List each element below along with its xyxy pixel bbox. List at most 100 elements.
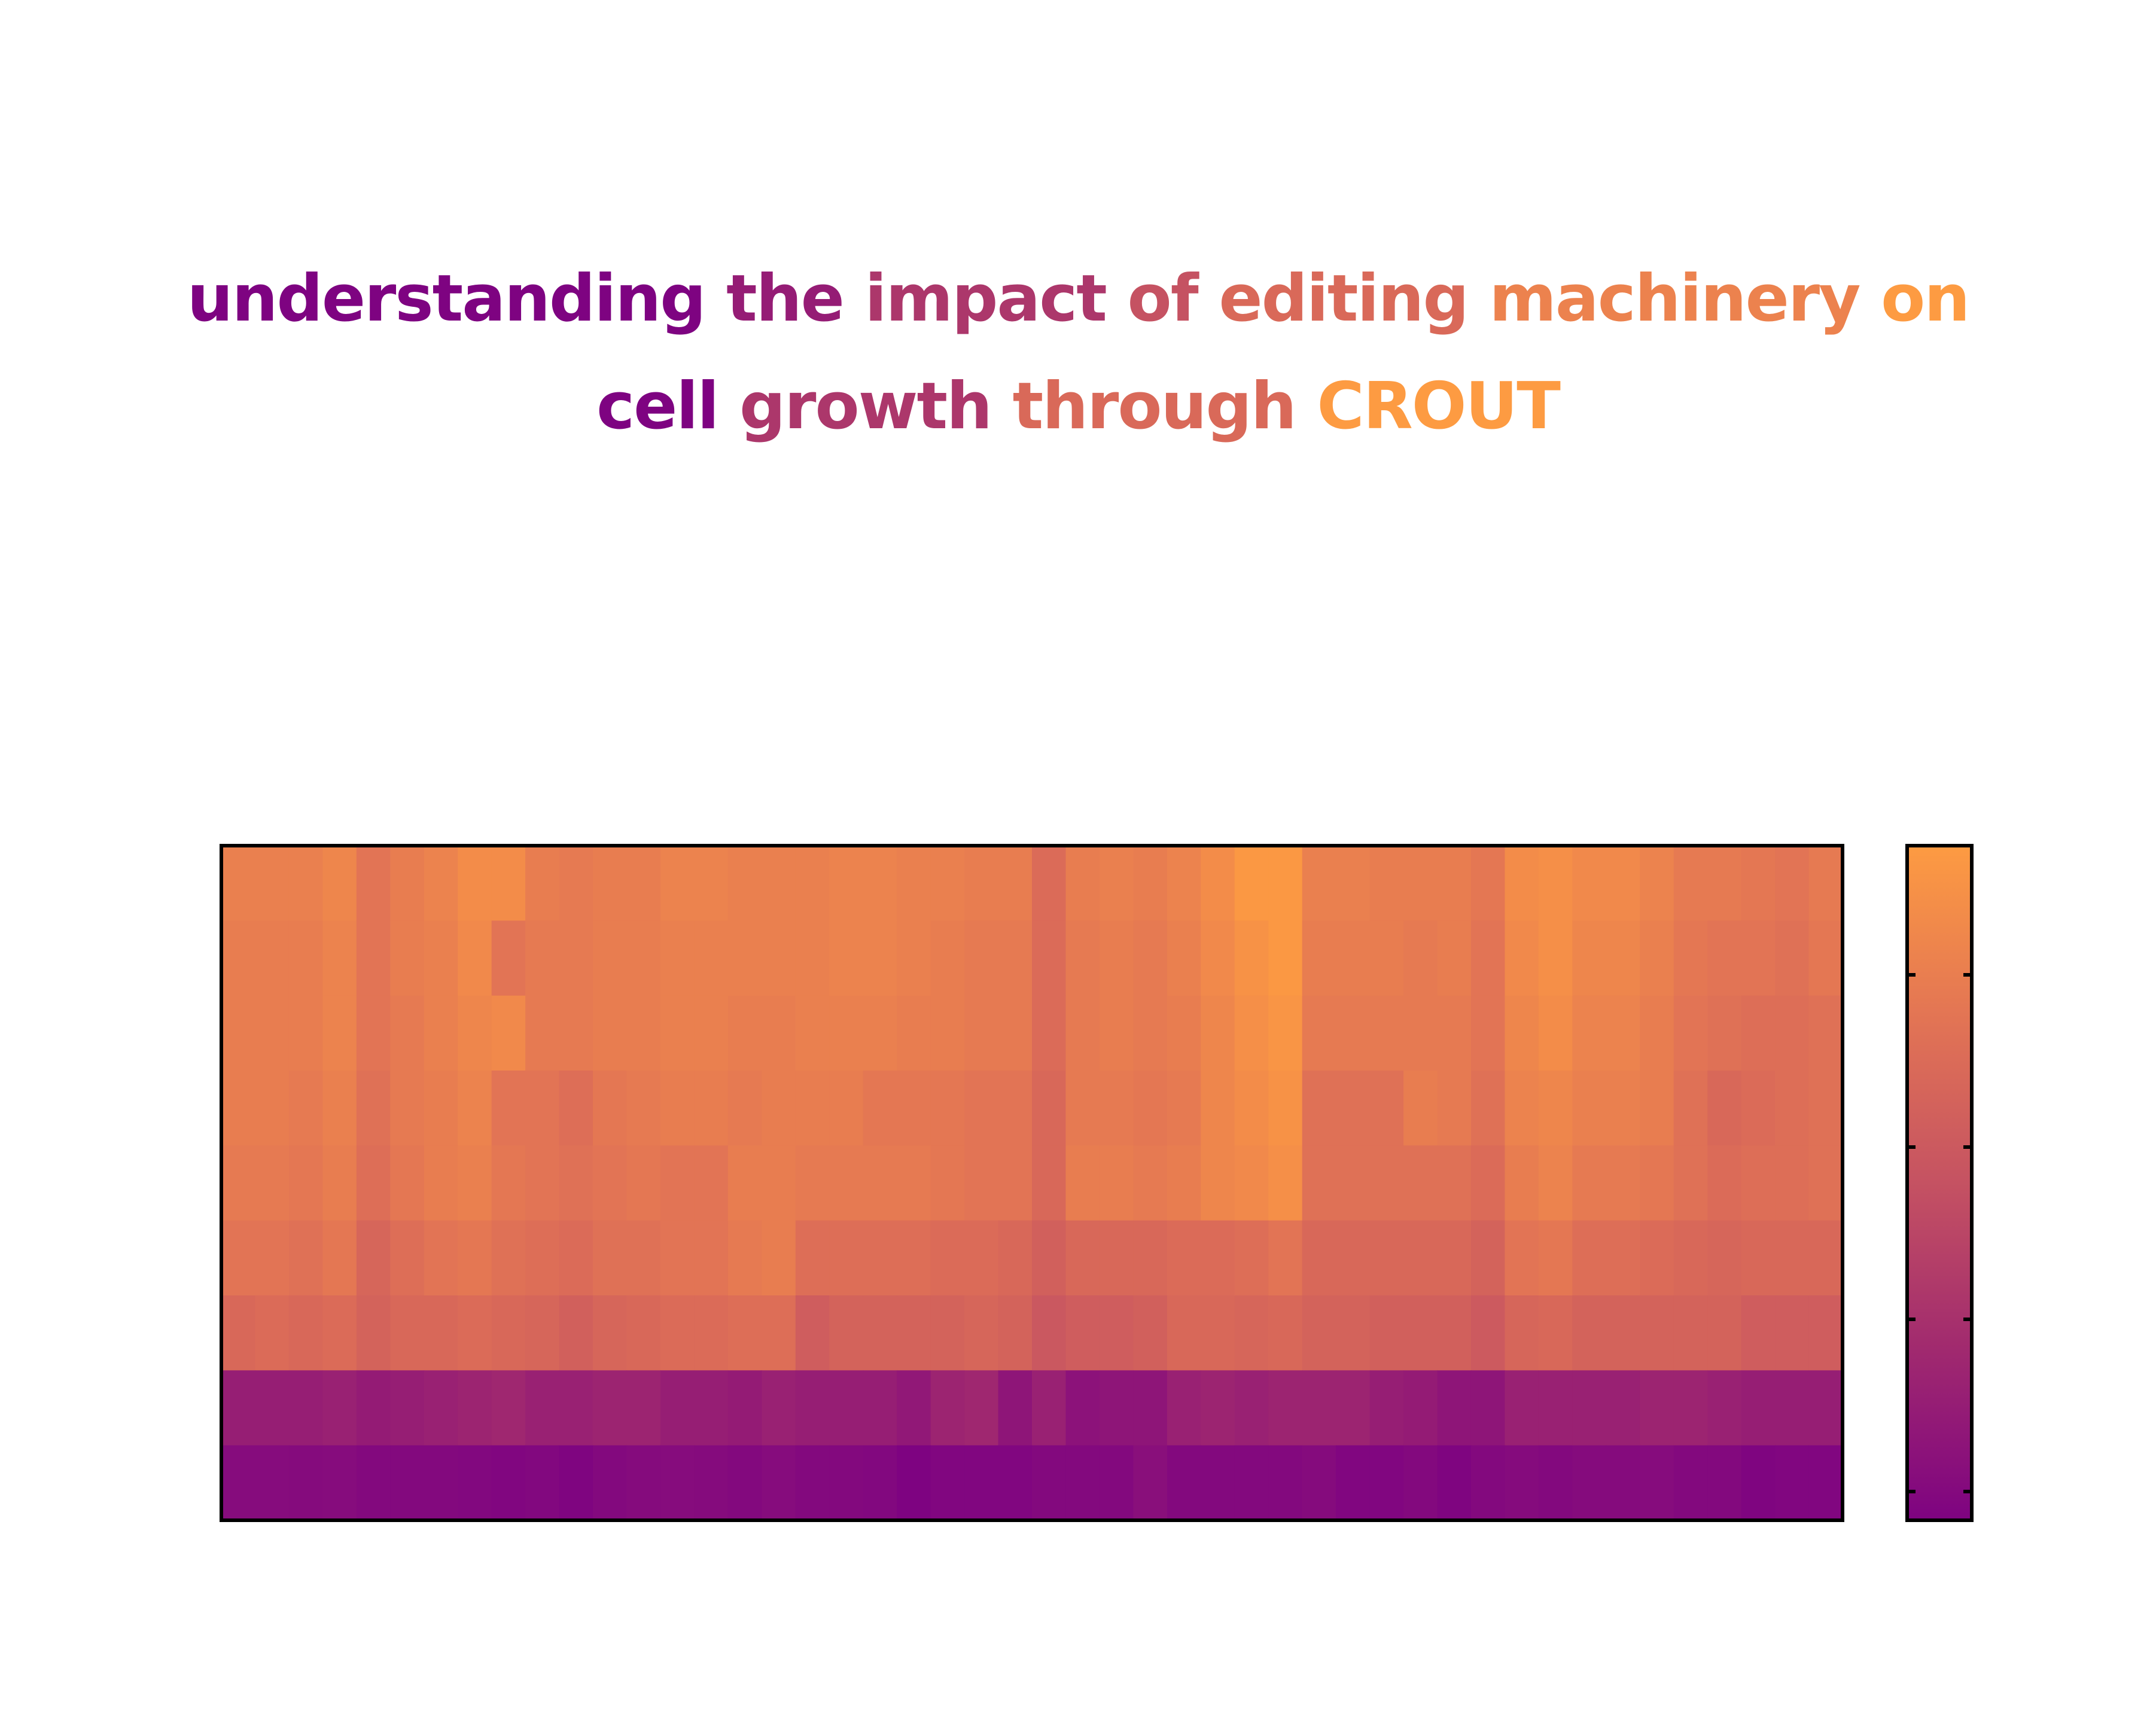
heatmap-cell (491, 995, 526, 1071)
heatmap-cell (1167, 1145, 1201, 1221)
heatmap-cell (829, 995, 864, 1071)
heatmap-cell (762, 995, 796, 1071)
heatmap-cell (1133, 1145, 1168, 1221)
heatmap-cell (1369, 1295, 1404, 1371)
heatmap-cell (1437, 995, 1472, 1071)
heatmap-cell (727, 920, 762, 996)
heatmap-cell (1808, 920, 1843, 996)
heatmap-cell (694, 1295, 729, 1371)
heatmap-cell (390, 1220, 425, 1296)
heatmap-cell (424, 1145, 458, 1221)
heatmap-cell (964, 1295, 999, 1371)
heatmap-cell (1369, 920, 1404, 996)
heatmap-cell (1741, 1295, 1776, 1371)
heatmap-cell (491, 1220, 526, 1296)
heatmap-cell (424, 846, 458, 921)
heatmap-cell (1707, 1445, 1742, 1521)
heatmap-cell (1470, 1145, 1506, 1221)
heatmap-cell (1336, 846, 1371, 921)
heatmap-cell (727, 1071, 762, 1146)
heatmap-cell (626, 846, 661, 921)
heatmap-cell (424, 1445, 458, 1521)
heatmap-cell (491, 1445, 526, 1521)
heatmap-cell (1808, 1370, 1843, 1446)
heatmap-cell (221, 846, 256, 921)
heatmap-cell (356, 1370, 391, 1446)
heatmap-cell (1707, 995, 1742, 1071)
heatmap-cell (255, 846, 290, 921)
title-word: of (1127, 261, 1199, 336)
heatmap-cell (1369, 1071, 1404, 1146)
heatmap-cell (356, 1071, 391, 1146)
heatmap-cell (1032, 920, 1067, 996)
heatmap-cell (863, 1145, 897, 1221)
heatmap-cell (1741, 1370, 1776, 1446)
heatmap-cell (1065, 1445, 1100, 1521)
heatmap-cell (897, 1220, 931, 1296)
heatmap-cell (1640, 1220, 1674, 1296)
heatmap-cell (964, 1071, 999, 1146)
heatmap-cell (930, 1145, 965, 1221)
heatmap-cell (1808, 1071, 1843, 1146)
heatmap-cell (1538, 920, 1573, 996)
title-line-1: understanding the impact of editing mach… (0, 245, 2156, 353)
heatmap-cell (1032, 1445, 1067, 1521)
heatmap-cell (525, 920, 560, 996)
title-word: through (1012, 369, 1297, 444)
heatmap-cell (458, 920, 492, 996)
heatmap-cell (1234, 1370, 1269, 1446)
heatmap-cell (1470, 1071, 1506, 1146)
heatmap-cell (593, 1071, 628, 1146)
heatmap-cell (525, 846, 560, 921)
heatmap-cell (1707, 1370, 1742, 1446)
heatmap-cell (1808, 995, 1843, 1071)
heatmap-cell (593, 1445, 628, 1521)
heatmap-cell (1808, 1145, 1843, 1221)
heatmap-cell (1065, 1145, 1100, 1221)
heatmap-cell (829, 1370, 864, 1446)
heatmap-cell (1369, 995, 1404, 1071)
heatmap-cell (322, 846, 357, 921)
heatmap-cell (762, 1071, 796, 1146)
heatmap-cell (660, 995, 695, 1071)
heatmap-cell (863, 1220, 897, 1296)
heatmap-cell (221, 920, 256, 996)
heatmap-cell (390, 846, 425, 921)
heatmap-cell (727, 1295, 762, 1371)
heatmap-cell (1673, 1295, 1708, 1371)
heatmap-cell (1302, 920, 1336, 996)
heatmap-cell (1673, 1220, 1708, 1296)
heatmap-cell (1065, 1370, 1100, 1446)
heatmap-cell (1201, 1445, 1235, 1521)
heatmap-cell (1369, 846, 1404, 921)
heatmap-cell (762, 846, 796, 921)
heatmap-cell (1437, 1295, 1472, 1371)
heatmap-cell (1606, 1295, 1640, 1371)
heatmap-cell (1572, 1220, 1607, 1296)
heatmap-cell (424, 920, 458, 996)
heatmap-cell (1707, 1071, 1742, 1146)
heatmap-cell (288, 846, 323, 921)
heatmap-cell (322, 1220, 357, 1296)
heatmap-cell (795, 920, 830, 996)
heatmap-cell (1640, 846, 1674, 921)
heatmap-cell (1201, 1370, 1235, 1446)
heatmap-cell (1640, 1295, 1674, 1371)
heatmap-cell (221, 1295, 256, 1371)
heatmap-cell (660, 1071, 695, 1146)
heatmap-cell (1201, 920, 1235, 996)
heatmap-cell (694, 995, 729, 1071)
heatmap-cell (727, 1145, 762, 1221)
heatmap-cell (525, 1295, 560, 1371)
heatmap-cell (1099, 1370, 1134, 1446)
heatmap-cell (1302, 1071, 1336, 1146)
heatmap-cell (998, 1295, 1033, 1371)
heatmap-cell (525, 1071, 560, 1146)
heatmap-cell (458, 1295, 492, 1371)
heatmap-cell (1302, 1445, 1336, 1521)
heatmap-cell (559, 920, 593, 996)
heatmap-cell (1606, 1145, 1640, 1221)
heatmap-cell (964, 1370, 999, 1446)
heatmap-cell (390, 1295, 425, 1371)
heatmap-cell (322, 1295, 357, 1371)
